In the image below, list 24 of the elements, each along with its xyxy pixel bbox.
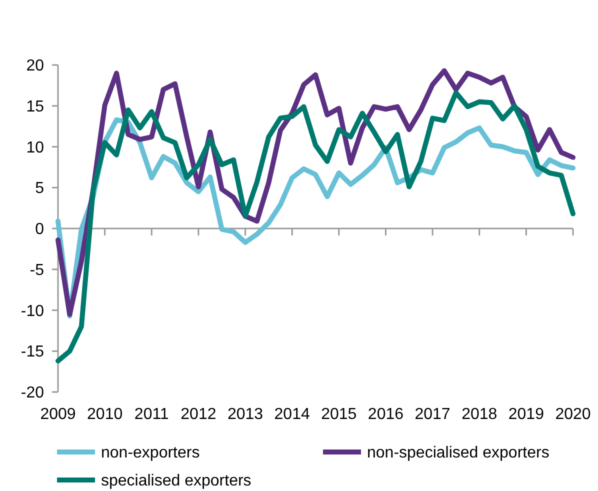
x-tick-label: 2019 bbox=[508, 406, 544, 423]
x-tick-label: 2009 bbox=[40, 406, 76, 423]
y-tick-label: -15 bbox=[20, 344, 44, 361]
x-tick-label: 2010 bbox=[87, 406, 123, 423]
y-tick-label: 10 bbox=[26, 139, 44, 156]
x-tick-label: 2017 bbox=[414, 406, 450, 423]
x-tick-label: 2011 bbox=[134, 406, 169, 423]
x-tick-label: 2016 bbox=[368, 406, 404, 423]
y-tick-label: 0 bbox=[35, 221, 44, 238]
y-tick-label: 5 bbox=[35, 180, 44, 198]
x-tick-label: 2015 bbox=[321, 406, 357, 423]
y-tick-label: -10 bbox=[20, 302, 44, 320]
legend-label: specialised exporters bbox=[101, 472, 252, 490]
x-tick-label: 2014 bbox=[274, 406, 310, 423]
x-tick-label: 2018 bbox=[462, 406, 498, 423]
y-tick-label: 15 bbox=[26, 98, 44, 116]
y-tick-label: -20 bbox=[20, 384, 44, 402]
legend-label: non-specialised exporters bbox=[367, 444, 550, 462]
x-tick-label: 2013 bbox=[227, 406, 264, 423]
x-tick-label: 2012 bbox=[180, 406, 216, 423]
y-tick-label: -5 bbox=[30, 262, 44, 279]
x-tick-label: 2020 bbox=[555, 406, 591, 423]
legend-label: non-exporters bbox=[101, 444, 200, 462]
y-tick-label: 20 bbox=[26, 58, 44, 75]
